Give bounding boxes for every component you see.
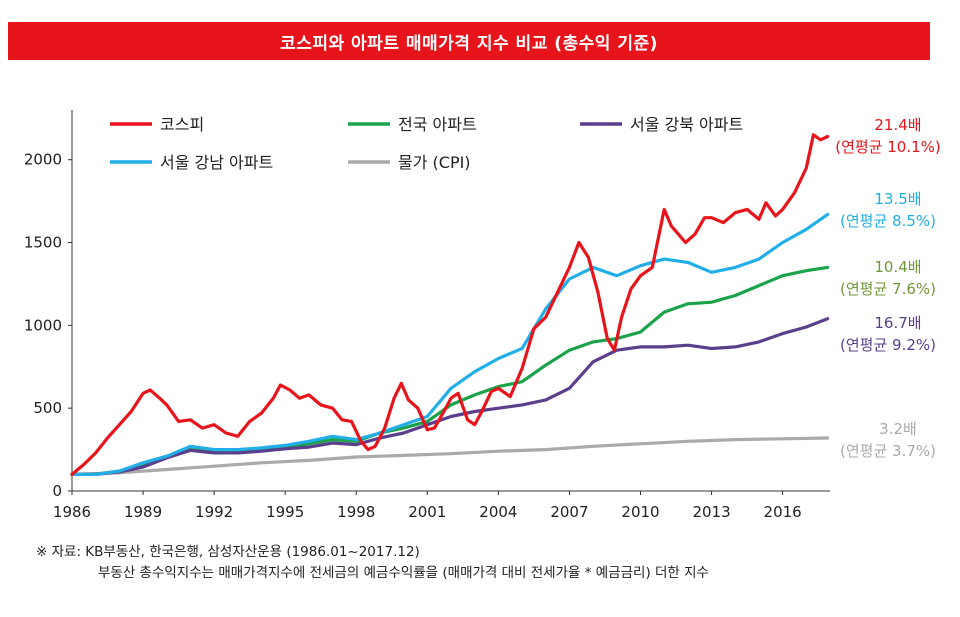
x-tick-label: 1992 (195, 503, 233, 521)
end-label-multiple: 13.5배 (874, 190, 921, 208)
series-line-5 (70, 436, 830, 476)
footnote-source: ※ 자료: KB부동산, 한국은행, 삼성자산운용 (1986.01~2017.… (36, 544, 420, 560)
x-tick-label: 1998 (337, 503, 375, 521)
x-tick-label: 1989 (124, 503, 162, 521)
y-tick-label: 1000 (24, 316, 62, 334)
legend-label: 서울 강남 아파트 (160, 153, 273, 172)
x-tick-label: 2010 (621, 503, 659, 521)
x-tick-label: 2004 (479, 503, 517, 521)
end-label-multiple: 16.7배 (874, 314, 921, 332)
legend-label: 서울 강북 아파트 (630, 115, 743, 134)
legend-label: 코스피 (160, 115, 204, 134)
x-tick-label: 1986 (53, 503, 91, 521)
legend-label: 전국 아파트 (398, 115, 477, 134)
series-line-4 (70, 212, 830, 476)
chart-title-bar: 코스피와 아파트 매매가격 지수 비교 (총수익 기준) (8, 22, 930, 60)
series-line-3 (70, 317, 830, 476)
end-label-cagr: (연평균 7.6%) (840, 280, 936, 298)
x-tick-label: 2016 (764, 503, 802, 521)
y-tick-label: 2000 (24, 151, 62, 169)
y-tick-label: 0 (52, 482, 62, 500)
y-tick-label: 1500 (24, 234, 62, 252)
end-label-cagr: (연평균 8.5%) (840, 212, 936, 230)
x-tick-label: 2013 (692, 503, 730, 521)
end-label-multiple: 21.4배 (874, 116, 921, 134)
x-tick-label: 1995 (266, 503, 304, 521)
legend-label: 물가 (CPI) (398, 153, 471, 172)
end-label-cagr: (연평균 10.1%) (835, 138, 941, 156)
series-line-2 (70, 265, 830, 476)
x-tick-label: 2001 (408, 503, 446, 521)
series-line-1 (70, 133, 830, 476)
end-label-cagr: (연평균 3.7%) (840, 442, 936, 460)
end-label-cagr: (연평균 9.2%) (840, 336, 936, 354)
end-label-multiple: 10.4배 (874, 258, 921, 276)
chart-title: 코스피와 아파트 매매가격 지수 비교 (총수익 기준) (280, 33, 658, 54)
x-tick-label: 2007 (550, 503, 588, 521)
y-tick-label: 500 (33, 399, 62, 417)
footnote-note: 부동산 총수익지수는 매매가격지수에 전세금의 예금수익률을 (매매가격 대비 … (98, 565, 709, 581)
end-label-multiple: 3.2배 (879, 420, 917, 438)
